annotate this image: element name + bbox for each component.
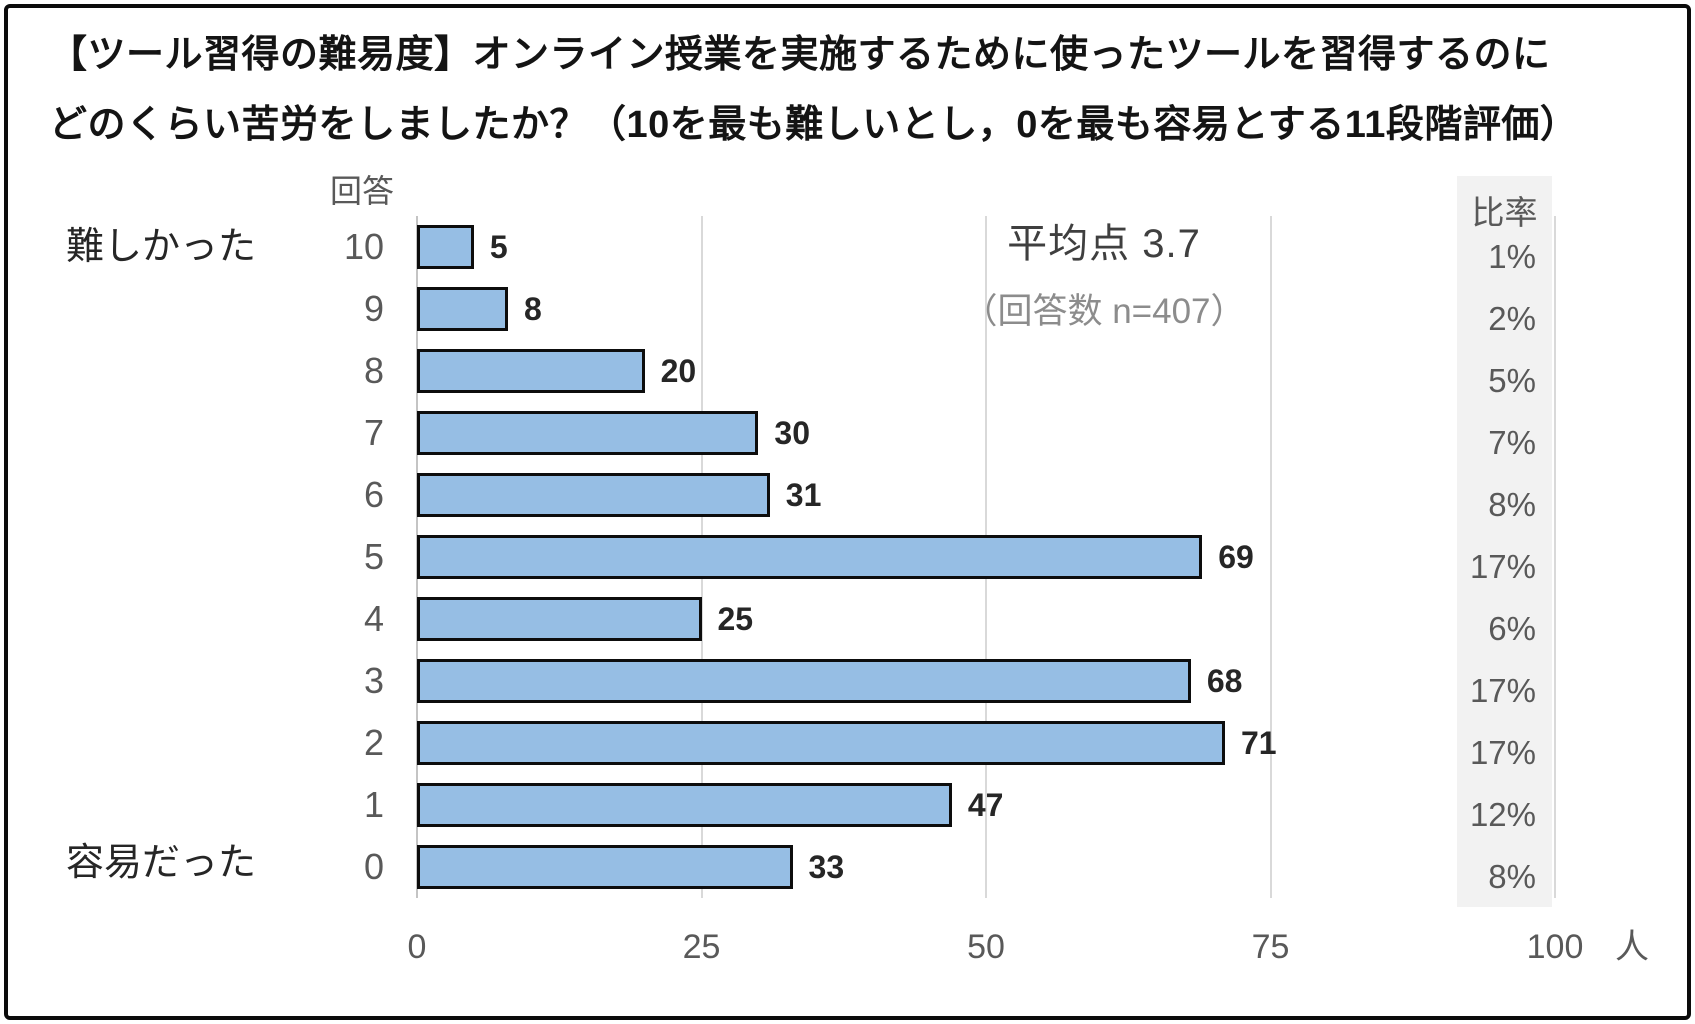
mean-annotation: 平均点 3.7 （回答数 n=407） (962, 220, 1245, 334)
bar-value-label-6: 31 (785, 476, 822, 513)
bar-value-label-2: 71 (1240, 724, 1277, 761)
category-label-2: 2 (363, 722, 384, 763)
x-axis-unit-label: 人 (1615, 928, 1649, 966)
percent-label-2: 17% (1469, 734, 1536, 771)
bar-value-label-10: 5 (489, 228, 508, 265)
bar-row-7: 30 (417, 402, 1555, 464)
bar-value-label-9: 8 (524, 290, 542, 327)
bar-9 (417, 287, 509, 331)
scale-bottom-label: 容易だった (66, 842, 257, 884)
bar-value-label-7: 30 (774, 414, 810, 451)
ratio-column-band (1457, 176, 1552, 907)
bar-8 (417, 349, 645, 393)
percent-label-6: 8% (1488, 486, 1536, 523)
category-label-column: 10 9 8 7 6 5 4 3 2 1 0 (234, 216, 384, 898)
category-label-7: 7 (363, 412, 384, 453)
bar-10 (417, 225, 474, 269)
category-label-10: 10 (343, 226, 384, 267)
percent-label-8: 5% (1488, 362, 1536, 399)
bar-row-6: 31 (417, 464, 1555, 526)
ratio-column-header: 比率 (1471, 194, 1538, 231)
bar-value-label-0: 33 (808, 848, 845, 885)
percent-label-1: 12% (1469, 796, 1536, 833)
chart-frame: 【ツール習得の難易度】オンライン授業を実施するために使ったツールを習得するのに … (4, 4, 1691, 1020)
category-label-8: 8 (363, 350, 384, 391)
mean-score-text: 平均点 3.7 (1007, 222, 1201, 266)
gridline-x-100 (1554, 216, 1556, 898)
scale-top-label: 難しかった (66, 226, 257, 268)
response-count-text: （回答数 n=407） (962, 292, 1246, 331)
bar-row-2: 71 (417, 712, 1555, 774)
bar-3 (417, 659, 1191, 703)
answer-column-header: 回答 (329, 173, 394, 209)
x-tick-label-100: 100 (1526, 928, 1584, 966)
percent-label-column: 1% 2% 5% 7% 8% 17% 6% 17% 17% 12% 8% (1457, 226, 1536, 908)
x-tick-label-50: 50 (967, 928, 1005, 966)
plot-area: 5 8 20 30 31 69 25 68 71 47 33 (416, 216, 1556, 898)
bar-0 (417, 845, 793, 889)
category-label-1: 1 (363, 784, 384, 825)
bar-row-3: 68 (417, 650, 1555, 712)
x-tick-label-75: 75 (1251, 928, 1290, 966)
percent-label-0: 8% (1488, 858, 1536, 895)
x-tick-label-25: 25 (682, 928, 721, 966)
category-label-5: 5 (363, 536, 384, 577)
bar-row-0: 33 (417, 836, 1555, 898)
bar-row-10: 5 (417, 216, 1555, 278)
category-label-4: 4 (363, 598, 384, 639)
bar-value-label-3: 68 (1206, 662, 1243, 699)
bar-row-1: 47 (417, 774, 1555, 836)
chart-title: 【ツール習得の難易度】オンライン授業を実施するために使ったツールを習得するのに … (49, 20, 1649, 160)
bar-value-label-1: 47 (967, 786, 1004, 823)
percent-label-7: 7% (1488, 424, 1536, 461)
bar-row-5: 69 (417, 526, 1555, 588)
bar-5 (417, 535, 1203, 579)
x-tick-label-0: 0 (407, 928, 427, 966)
gridline-x-75 (1269, 216, 1272, 898)
bar-1 (417, 783, 952, 827)
category-label-6: 6 (363, 474, 384, 515)
chart-title-line1: 【ツール習得の難易度】オンライン授業を実施するために使ったツールを習得するのに (49, 34, 1551, 76)
x-axis: 人 0 25 50 75 100 (8, 924, 1695, 970)
category-label-9: 9 (363, 288, 384, 329)
bar-7 (417, 411, 759, 455)
percent-label-4: 6% (1488, 610, 1536, 647)
bar-6 (417, 473, 770, 517)
category-label-3: 3 (363, 660, 384, 701)
bar-row-9: 8 (417, 278, 1555, 340)
percent-label-9: 2% (1488, 300, 1536, 337)
category-label-0: 0 (363, 846, 384, 887)
bar-row-8: 20 (417, 340, 1555, 402)
percent-label-10: 1% (1488, 238, 1536, 275)
percent-label-3: 17% (1469, 672, 1536, 709)
bar-4 (417, 597, 702, 641)
bar-value-label-8: 20 (660, 352, 697, 389)
bar-value-label-4: 25 (717, 600, 754, 637)
percent-label-5: 17% (1469, 548, 1536, 585)
bar-2 (417, 721, 1225, 765)
chart-title-line2: どのくらい苦労をしましたか？（10を最も難しいとし，0を最も容易とする11段階評… (49, 104, 1579, 146)
bar-row-4: 25 (417, 588, 1555, 650)
bar-value-label-5: 69 (1218, 538, 1254, 575)
